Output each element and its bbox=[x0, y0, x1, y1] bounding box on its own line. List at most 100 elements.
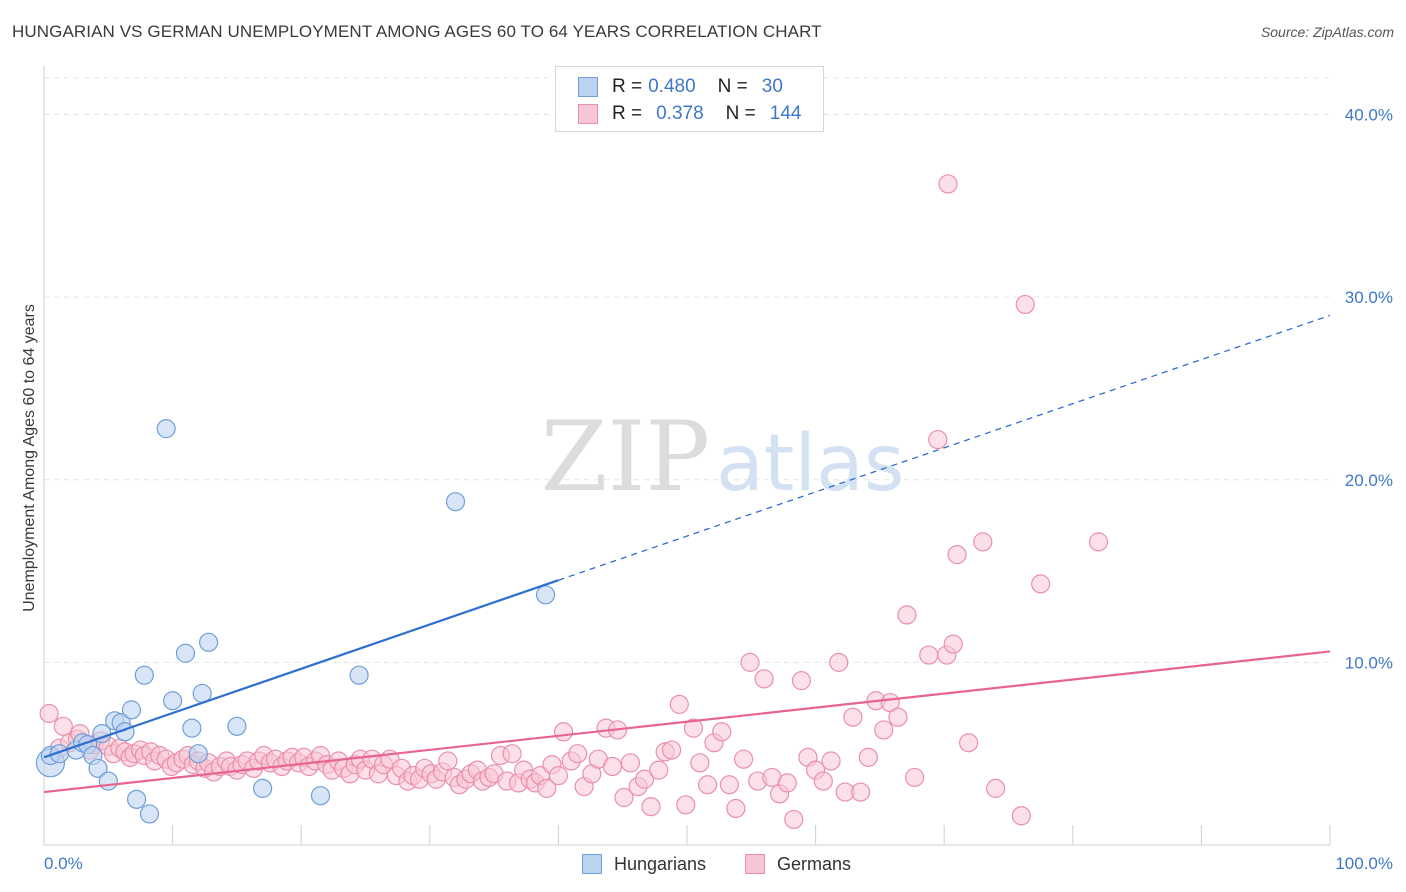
tick-labels: 10.0% 20.0% 30.0% 40.0% 0.0% 100.0% bbox=[44, 106, 1393, 873]
hungarians-point bbox=[310, 786, 331, 806]
germans-point bbox=[438, 751, 458, 771]
germans-point bbox=[634, 769, 655, 789]
germans-point bbox=[719, 775, 740, 795]
hungarians-point bbox=[349, 665, 369, 685]
germans-point bbox=[813, 771, 833, 791]
hungarians-swatch bbox=[582, 854, 602, 874]
n-label: N = bbox=[725, 103, 756, 124]
germans-point bbox=[676, 795, 696, 815]
germans-point bbox=[1031, 574, 1051, 594]
hungarians-point bbox=[188, 744, 208, 764]
trend-lines bbox=[43, 314, 1331, 794]
germans-point bbox=[919, 645, 939, 665]
germans-point bbox=[821, 751, 841, 771]
germans-point bbox=[851, 782, 871, 802]
germans-point bbox=[661, 740, 682, 760]
germans-point bbox=[712, 722, 732, 742]
hungarians-swatch bbox=[578, 77, 598, 97]
germans-point bbox=[905, 767, 925, 788]
germans-point bbox=[791, 671, 812, 691]
germans-point bbox=[649, 760, 669, 780]
hungarians-point bbox=[98, 771, 118, 791]
germans-swatch bbox=[578, 104, 598, 124]
x-tick-label: 100.0% bbox=[1335, 854, 1393, 873]
germans-point bbox=[754, 669, 774, 689]
legend-row-hungarians: R = 0.480 N = 30 bbox=[578, 75, 783, 99]
germans-point bbox=[784, 809, 804, 830]
germans-swatch bbox=[745, 854, 765, 874]
germans-point bbox=[568, 744, 588, 764]
n-label: N = bbox=[717, 76, 748, 97]
hungarians-legend-label: Hungarians bbox=[614, 853, 707, 874]
germans-point bbox=[53, 716, 73, 736]
legend-row-germans: R = 0.378 N = 144 bbox=[578, 102, 801, 126]
hungarians-point bbox=[199, 632, 219, 652]
hungarians-point bbox=[175, 643, 196, 663]
germans-point bbox=[39, 703, 59, 724]
hungarians-point bbox=[121, 700, 142, 720]
watermark-zip: ZIP bbox=[541, 401, 710, 513]
germans-point bbox=[690, 753, 710, 773]
watermark-atlas: atlas bbox=[716, 419, 905, 509]
germans-point bbox=[897, 605, 917, 625]
germans-point bbox=[733, 749, 754, 769]
germans-point bbox=[947, 545, 967, 565]
germans-point bbox=[829, 652, 849, 672]
y-tick-label: 30.0% bbox=[1345, 288, 1393, 307]
y-tick-label: 40.0% bbox=[1345, 106, 1393, 125]
germans-point bbox=[553, 722, 574, 742]
germans-point bbox=[1088, 532, 1109, 552]
x-tick-label: 0.0% bbox=[44, 854, 83, 873]
hungarians-point bbox=[134, 665, 154, 685]
hungarians-point bbox=[227, 716, 247, 736]
germans-point bbox=[938, 174, 958, 194]
germans-point bbox=[602, 756, 623, 777]
germans-point bbox=[669, 694, 689, 714]
watermark: ZIP atlas bbox=[541, 401, 905, 513]
bottom-legend-hungarians: Hungarians bbox=[582, 852, 706, 876]
grid bbox=[44, 77, 1330, 663]
germans-point bbox=[928, 429, 948, 450]
hungarians-point bbox=[156, 419, 176, 439]
hungarians-point bbox=[182, 718, 202, 738]
germans-point bbox=[959, 733, 979, 753]
hungarians-point bbox=[126, 789, 147, 809]
r-value: 0.378 bbox=[656, 103, 704, 124]
germans-point bbox=[777, 773, 797, 793]
hungarians-point bbox=[253, 778, 273, 798]
y-tick-label: 10.0% bbox=[1345, 653, 1393, 672]
chart-title: HUNGARIAN VS GERMAN UNEMPLOYMENT AMONG A… bbox=[12, 22, 822, 41]
germans-point bbox=[1011, 806, 1031, 826]
hungarians-trend-line bbox=[43, 579, 559, 759]
n-value: 30 bbox=[761, 76, 783, 97]
germans-legend-label: Germans bbox=[777, 853, 852, 874]
germans-point bbox=[986, 778, 1006, 798]
hungarians-point bbox=[139, 804, 160, 824]
germans-point bbox=[683, 718, 704, 738]
germans-point bbox=[858, 747, 878, 767]
n-value: 144 bbox=[769, 103, 802, 124]
germans-point bbox=[697, 775, 718, 795]
r-value: 0.480 bbox=[648, 76, 696, 97]
germans-points bbox=[39, 174, 1109, 830]
germans-point bbox=[502, 744, 522, 764]
germans-point bbox=[1015, 294, 1035, 315]
bottom-legend-germans: Germans bbox=[745, 852, 851, 876]
hungarians-point bbox=[535, 585, 556, 605]
germans-point bbox=[943, 634, 963, 654]
y-axis-label: Unemployment Among Ages 60 to 64 years bbox=[21, 304, 38, 612]
hungarians-point bbox=[88, 758, 108, 778]
germans-point bbox=[620, 753, 641, 773]
germans-trend-line bbox=[43, 650, 1331, 794]
germans-point bbox=[874, 720, 894, 740]
germans-point bbox=[740, 652, 760, 672]
hungarians-trend-extension bbox=[558, 314, 1331, 581]
germans-point bbox=[614, 787, 634, 808]
r-label: R = bbox=[612, 76, 643, 97]
r-label: R = bbox=[612, 103, 643, 124]
germans-point bbox=[973, 532, 993, 552]
hungarians-point bbox=[445, 492, 466, 512]
correlation-legend: R = 0.480 N = 30 R = 0.378 N = 144 bbox=[555, 66, 824, 132]
germans-point bbox=[537, 778, 557, 798]
